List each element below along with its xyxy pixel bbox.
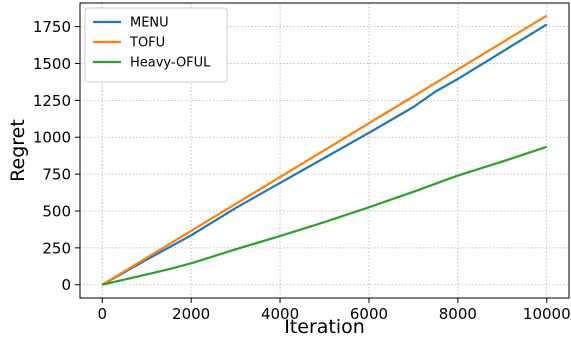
series-line-tofu — [101, 14, 548, 286]
y-tick-label: 1250 — [33, 92, 71, 110]
series-lines — [101, 14, 548, 286]
legend-box — [84, 7, 228, 83]
y-tick-label: 1000 — [33, 129, 71, 147]
axis-ticks: 0 2000 4000 6000 8000 10000 0 250 500 750 1000 1250… — [33, 18, 571, 323]
x-tick-label: 8000 — [439, 305, 477, 323]
x-axis-title: Iteration — [284, 316, 365, 338]
y-tick-label: 750 — [42, 166, 71, 184]
y-tick-label: 0 — [61, 276, 71, 294]
legend: MENU TOFU Heavy-OFUL — [84, 7, 228, 83]
x-tick-label: 6000 — [350, 305, 388, 323]
legend-label: MENU — [130, 16, 169, 31]
legend-label: TOFU — [129, 36, 165, 51]
y-tick-label: 250 — [42, 239, 71, 257]
x-tick-label: 4000 — [261, 305, 299, 323]
legend-label: Heavy-OFUL — [130, 56, 211, 71]
y-tick-label: 1500 — [33, 55, 71, 73]
x-tick-label: 10000 — [523, 305, 571, 323]
y-axis-title: Regret — [7, 119, 29, 182]
series-line-menu — [101, 23, 548, 286]
x-tick-label: 0 — [97, 305, 107, 323]
plot-frame — [79, 2, 570, 299]
x-tick-label: 2000 — [172, 305, 210, 323]
y-tick-label: 500 — [42, 202, 71, 220]
y-tick-label: 1750 — [33, 18, 71, 36]
series-line-heavy-oful — [101, 145, 548, 286]
